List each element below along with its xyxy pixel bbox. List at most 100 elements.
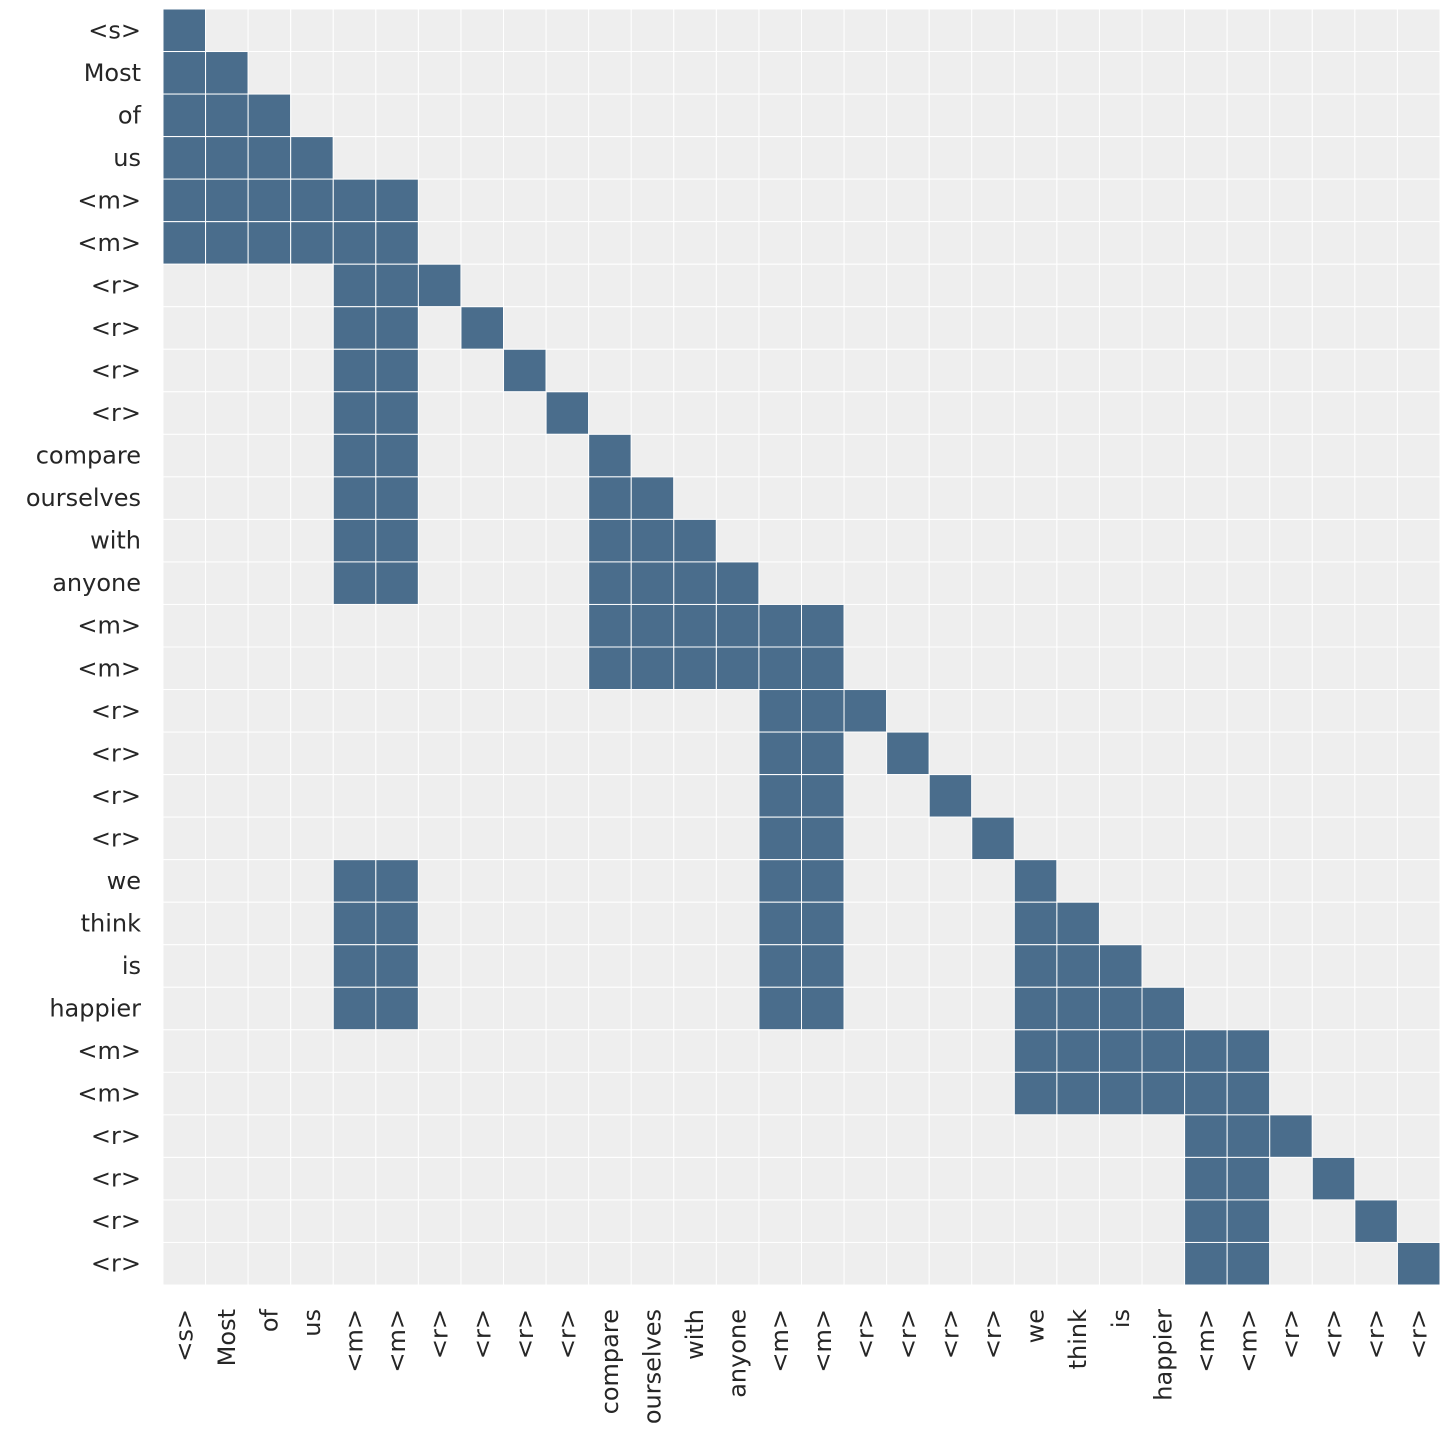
heatmap-cell-attended (375, 518, 419, 563)
heatmap-cell-masked (715, 986, 760, 1031)
heatmap-cell-attended (375, 391, 419, 435)
y-tick-label: <r> (91, 697, 141, 725)
heatmap-cell-masked (1141, 263, 1186, 308)
heatmap-cell-attended (290, 136, 334, 180)
heatmap-cell-attended (588, 476, 632, 520)
heatmap-cell-masked (417, 944, 462, 988)
heatmap-cell-masked (1098, 859, 1143, 903)
x-tick-label: <m> (1234, 1309, 1262, 1373)
heatmap-cell-masked (588, 93, 632, 138)
heatmap-cell-masked (630, 731, 675, 776)
heatmap-cell-attended (1396, 1241, 1441, 1286)
heatmap-cell-masked (545, 306, 590, 350)
heatmap-cell-masked (1311, 731, 1356, 776)
heatmap-cell-masked (715, 1241, 760, 1286)
heatmap-cell-attended (1056, 901, 1100, 946)
heatmap-cell-masked (1141, 774, 1186, 818)
heatmap-cell-masked (715, 731, 760, 776)
heatmap-cell-masked (417, 391, 462, 435)
heatmap-cells (162, 8, 1441, 1286)
heatmap-cell-masked (1013, 1199, 1058, 1243)
heatmap-cell-masked (928, 689, 973, 733)
heatmap-cell-attended (1184, 1071, 1228, 1116)
heatmap-cell-masked (1141, 646, 1186, 691)
heatmap-cell-masked (460, 221, 505, 265)
heatmap-cell-masked (1311, 646, 1356, 691)
heatmap-cell-masked (545, 433, 590, 478)
x-tick-label: <m> (383, 1309, 411, 1373)
heatmap-cell-masked (503, 1071, 547, 1116)
heatmap-cell-masked (290, 433, 334, 478)
heatmap-cell-masked (971, 1199, 1015, 1243)
heatmap-cell-masked (758, 221, 803, 265)
heatmap-cell-masked (1311, 263, 1356, 308)
heatmap-cell-masked (503, 8, 547, 53)
heatmap-cell-masked (1056, 774, 1100, 818)
heatmap-cell-masked (545, 263, 590, 308)
heatmap-cell-masked (758, 476, 803, 520)
heatmap-cell-masked (843, 263, 888, 308)
heatmap-cell-masked (503, 221, 547, 265)
heatmap-cell-masked (290, 8, 334, 53)
heatmap-cell-masked (1184, 433, 1228, 478)
heatmap-cell-masked (247, 859, 292, 903)
heatmap-cell-masked (630, 136, 675, 180)
heatmap-cell-masked (801, 518, 845, 563)
heatmap-cell-masked (801, 391, 845, 435)
heatmap-cell-masked (1396, 178, 1441, 223)
heatmap-cell-masked (1098, 178, 1143, 223)
heatmap-cell-masked (205, 433, 249, 478)
heatmap-cell-masked (503, 561, 547, 605)
heatmap-cell-attended (332, 518, 377, 563)
heatmap-cell-masked (375, 1156, 419, 1201)
y-tick-label: <m> (77, 1080, 141, 1108)
heatmap-cell-masked (247, 1199, 292, 1243)
heatmap-cell-masked (1354, 476, 1398, 520)
heatmap-cell-masked (205, 774, 249, 818)
heatmap-cell-masked (1354, 221, 1398, 265)
heatmap-cell-attended (332, 433, 377, 478)
heatmap-cell-masked (247, 689, 292, 733)
heatmap-cell-masked (375, 51, 419, 95)
heatmap-cell-masked (1141, 221, 1186, 265)
heatmap-cell-masked (1311, 689, 1356, 733)
heatmap-cell-attended (588, 603, 632, 648)
heatmap-cell-masked (503, 1114, 547, 1158)
heatmap-cell-masked (1226, 859, 1271, 903)
heatmap-cell-masked (1056, 51, 1100, 95)
heatmap-cell-masked (460, 433, 505, 478)
heatmap-cell-masked (1056, 348, 1100, 393)
heatmap-cell-masked (1141, 391, 1186, 435)
heatmap-cell-masked (886, 1156, 930, 1201)
heatmap-cell-attended (758, 731, 803, 776)
heatmap-cell-masked (1269, 178, 1313, 223)
heatmap-cell-masked (971, 1114, 1015, 1158)
heatmap-cell-masked (715, 1071, 760, 1116)
heatmap-cell-masked (205, 603, 249, 648)
heatmap-cell-masked (1269, 306, 1313, 350)
heatmap-cell-masked (290, 986, 334, 1031)
heatmap-cell-masked (1056, 518, 1100, 563)
heatmap-cell-masked (588, 859, 632, 903)
heatmap-cell-attended (1056, 1029, 1100, 1073)
heatmap-cell-masked (375, 136, 419, 180)
heatmap-cell-masked (801, 476, 845, 520)
heatmap-cell-masked (1311, 816, 1356, 861)
heatmap-cell-masked (205, 1029, 249, 1073)
heatmap-cell-masked (1396, 518, 1441, 563)
heatmap-cell-masked (417, 561, 462, 605)
heatmap-cell-masked (801, 221, 845, 265)
heatmap-cell-masked (715, 348, 760, 393)
heatmap-cell-masked (971, 51, 1015, 95)
heatmap-cell-masked (886, 1199, 930, 1243)
heatmap-cell-masked (1354, 816, 1398, 861)
heatmap-cell-masked (673, 178, 717, 223)
x-tick-label: <r> (894, 1309, 922, 1359)
heatmap-cell-masked (205, 263, 249, 308)
heatmap-cell-attended (375, 348, 419, 393)
heatmap-cell-masked (886, 774, 930, 818)
heatmap-cell-masked (673, 901, 717, 946)
heatmap-cell-masked (758, 263, 803, 308)
heatmap-cell-masked (1013, 1114, 1058, 1158)
heatmap-cell-masked (1141, 136, 1186, 180)
